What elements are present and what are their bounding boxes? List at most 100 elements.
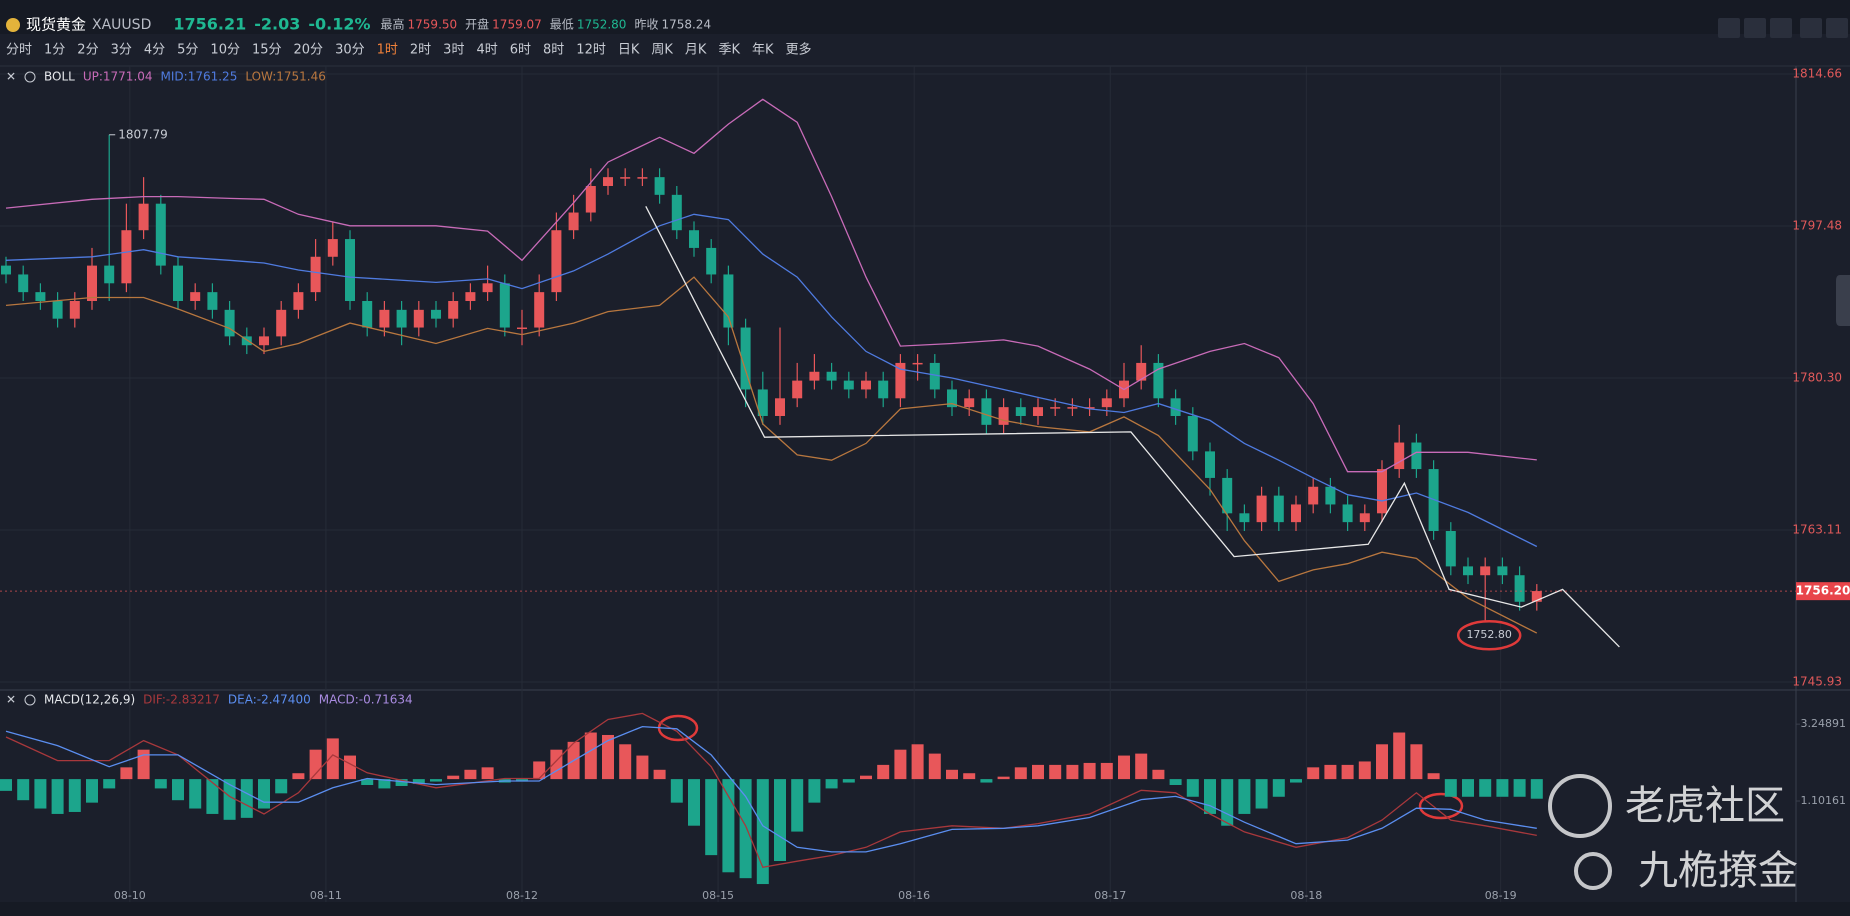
candle-body	[912, 362, 923, 365]
timeframe-button[interactable]: 2分	[77, 43, 98, 58]
candle-body	[1411, 442, 1422, 470]
macd-bar	[653, 769, 666, 780]
timeframe-button[interactable]: 4分	[144, 43, 165, 58]
candle-body	[310, 256, 321, 293]
timeframe-button[interactable]: 4时	[476, 43, 497, 58]
timeframe-button[interactable]: 周K	[651, 43, 673, 58]
macd-bar	[68, 779, 81, 812]
timeframe-button[interactable]: 20分	[294, 43, 324, 58]
symbol-code: XAUUSD	[92, 17, 151, 33]
symbol-icon	[6, 18, 20, 32]
candle-body	[1273, 495, 1284, 523]
indicator-line	[5, 98, 1537, 473]
timeframe-button[interactable]: 日K	[618, 43, 640, 58]
candle-body	[947, 389, 957, 408]
candle-body	[895, 362, 906, 399]
y-tick-label: 1.10161	[1801, 794, 1847, 807]
tool-button[interactable]	[1744, 18, 1766, 38]
timeframe-button[interactable]: 3分	[111, 43, 132, 58]
macd-bar	[739, 779, 752, 879]
macd-bar	[636, 755, 649, 780]
candle-body	[861, 380, 871, 390]
macd-bar	[1014, 767, 1027, 780]
timeframe-button[interactable]: 10分	[210, 43, 240, 58]
timeframe-button[interactable]: 更多	[786, 42, 812, 58]
candle-body	[620, 177, 631, 179]
timeframe-button[interactable]: 季K	[718, 43, 740, 58]
timeframe-button[interactable]: 6时	[510, 43, 531, 58]
candle-body	[998, 407, 1009, 425]
footer-bar	[0, 902, 1850, 916]
timeframe-button[interactable]: 12时	[576, 43, 606, 58]
settings-icon[interactable]	[24, 71, 36, 83]
tool-button[interactable]	[1826, 18, 1848, 38]
candle-body	[723, 274, 734, 328]
highlight-circle	[1418, 792, 1464, 820]
indicator-line	[5, 725, 1537, 853]
low-label: 最低	[550, 18, 574, 32]
indicator-line	[5, 712, 1537, 869]
macd-bar	[189, 779, 202, 809]
close-icon[interactable]: ✕	[6, 693, 16, 707]
candle-body	[482, 283, 493, 293]
legend-entry: DIF:-2.83217	[143, 693, 220, 707]
y-tick-label: 1814.66	[1792, 67, 1842, 81]
candle-body	[18, 274, 29, 293]
tool-button[interactable]	[1800, 18, 1822, 38]
timeframe-button[interactable]: 3时	[443, 43, 464, 58]
last-price-tag	[1796, 582, 1850, 601]
x-tick-label: 08-11	[310, 889, 342, 902]
macd-bar	[361, 779, 374, 785]
legend-entry: MID:1761.25	[161, 70, 238, 84]
open-value: 1759.07	[492, 18, 542, 32]
candle-body	[259, 336, 269, 346]
timeframe-button[interactable]: 2时	[410, 43, 431, 58]
macd-bar	[946, 769, 958, 780]
prev-close-label: 昨收	[634, 18, 658, 32]
macd-bar	[980, 779, 993, 783]
macd-bar	[825, 779, 838, 789]
tool-button[interactable]	[1770, 18, 1792, 38]
candle-body	[345, 239, 355, 301]
close-icon[interactable]: ✕	[6, 70, 16, 84]
candle-body	[465, 292, 476, 301]
macd-bar	[1221, 779, 1234, 826]
tool-button[interactable]	[1718, 18, 1740, 38]
timeframe-button[interactable]: 月K	[685, 43, 707, 58]
price-change: -2.03	[254, 15, 300, 34]
macd-bar	[137, 749, 150, 780]
side-panel-toggle[interactable]	[1836, 275, 1850, 326]
timeframe-button[interactable]: 年K	[752, 43, 774, 58]
macd-bar	[911, 744, 924, 780]
macd-bar	[1083, 762, 1096, 780]
macd-bar	[1100, 762, 1113, 780]
candle-body	[534, 292, 545, 328]
macd-bar	[516, 779, 528, 782]
candle-body	[826, 371, 837, 381]
watermark-logo	[1548, 774, 1612, 838]
macd-bar	[670, 779, 683, 803]
macd-bar	[86, 779, 98, 803]
timeframe-button[interactable]: 8时	[543, 43, 564, 58]
timeframe-button[interactable]: 15分	[252, 43, 282, 58]
indicator-title: MACD(12,26,9)	[44, 693, 135, 707]
settings-icon[interactable]	[24, 694, 36, 706]
candle-body	[207, 292, 218, 310]
macd-bar	[1530, 779, 1543, 799]
x-tick-label: 08-16	[898, 889, 930, 902]
timeframe-button[interactable]: 分时	[6, 43, 32, 58]
macd-bar	[1066, 764, 1079, 780]
x-tick-label: 08-18	[1290, 889, 1322, 902]
highlight-circle	[1456, 619, 1522, 651]
candle-body	[1256, 495, 1267, 523]
timeframe-button[interactable]: 1分	[44, 43, 65, 58]
timeframe-button[interactable]: 5分	[177, 43, 198, 58]
macd-bar	[722, 779, 735, 873]
macd-bar	[481, 767, 494, 780]
timeframe-button[interactable]: 1时	[377, 43, 398, 58]
candle-body	[413, 309, 424, 328]
candle-body	[396, 309, 407, 328]
candle-body	[327, 239, 338, 257]
timeframe-button[interactable]: 30分	[335, 43, 365, 58]
candle-body	[843, 380, 854, 390]
